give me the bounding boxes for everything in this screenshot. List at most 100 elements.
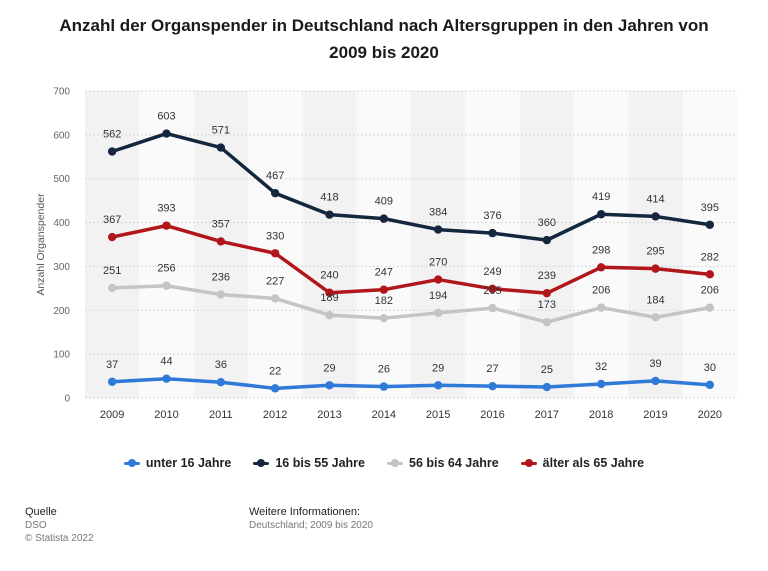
data-label: 32 bbox=[595, 361, 607, 373]
chart-title: Anzahl der Organspender in Deutschland n… bbox=[59, 16, 709, 62]
info-block: Weitere Informationen: Deutschland; 2009… bbox=[249, 506, 373, 532]
data-point bbox=[651, 264, 660, 273]
y-axis-label: Anzahl Organspender bbox=[35, 193, 47, 296]
data-label: 189 bbox=[320, 292, 338, 304]
data-label: 251 bbox=[103, 265, 121, 277]
data-point bbox=[162, 281, 171, 290]
data-point bbox=[379, 382, 389, 391]
legend-label: älter als 65 Jahre bbox=[542, 456, 645, 470]
data-labels: 37 44 36 22 29 26 29 27 25 32 39 30 562 603 571 467 418 4… bbox=[103, 111, 719, 378]
data-point bbox=[379, 214, 389, 223]
y-tick-label: 600 bbox=[53, 130, 70, 141]
column-band bbox=[248, 91, 303, 398]
copyright: © Statista 2022 bbox=[25, 533, 94, 544]
data-label: 227 bbox=[266, 275, 284, 287]
legend-label: 16 bis 55 Jahre bbox=[275, 456, 365, 470]
data-label: 30 bbox=[704, 362, 716, 374]
y-tick-label: 200 bbox=[53, 306, 70, 317]
legend-swatch bbox=[387, 459, 403, 467]
data-point bbox=[162, 374, 171, 383]
x-tick-label: 2019 bbox=[643, 409, 667, 421]
data-point bbox=[270, 188, 280, 198]
column-band bbox=[139, 91, 194, 398]
data-point bbox=[488, 284, 497, 293]
data-label: 367 bbox=[103, 214, 121, 226]
x-tick-label: 2010 bbox=[154, 409, 178, 421]
data-label: 360 bbox=[538, 217, 556, 229]
legend-item[interactable]: 56 bis 64 Jahre bbox=[387, 456, 499, 470]
legend-swatch bbox=[520, 459, 537, 467]
y-tick-label: 300 bbox=[53, 262, 70, 273]
data-point bbox=[542, 288, 552, 298]
data-point bbox=[270, 294, 280, 303]
series-lines bbox=[110, 131, 712, 391]
data-point bbox=[433, 381, 443, 390]
data-label: 270 bbox=[429, 257, 447, 269]
column-band bbox=[574, 91, 629, 398]
data-label: 249 bbox=[483, 266, 501, 278]
data-point bbox=[325, 210, 334, 219]
data-label: 418 bbox=[320, 192, 338, 204]
data-label: 236 bbox=[212, 271, 230, 283]
data-point bbox=[216, 378, 226, 387]
data-label: 239 bbox=[538, 270, 556, 282]
data-label: 29 bbox=[323, 362, 335, 374]
data-label: 182 bbox=[375, 295, 393, 307]
data-point bbox=[270, 384, 280, 393]
data-label: 22 bbox=[269, 365, 281, 377]
data-point bbox=[488, 303, 497, 313]
data-label: 419 bbox=[592, 191, 610, 203]
series-line bbox=[110, 283, 712, 324]
data-point bbox=[705, 220, 715, 229]
legend-swatch bbox=[123, 459, 140, 467]
x-tick-label: 2017 bbox=[535, 409, 559, 421]
data-label: 571 bbox=[212, 125, 230, 137]
data-label: 184 bbox=[646, 294, 664, 306]
column-band bbox=[465, 91, 520, 398]
data-point bbox=[596, 303, 606, 312]
column-band bbox=[302, 91, 357, 398]
legend: unter 16 Jahre 16 bis 55 Jahre 56 bis 64 J… bbox=[0, 456, 768, 470]
data-label: 240 bbox=[320, 270, 338, 282]
column-band bbox=[356, 91, 411, 398]
data-label: 409 bbox=[375, 196, 393, 208]
legend-item[interactable]: 16 bis 55 Jahre bbox=[253, 456, 365, 470]
data-point bbox=[325, 310, 334, 320]
data-point bbox=[107, 232, 117, 242]
data-point bbox=[651, 313, 660, 322]
data-point bbox=[433, 308, 443, 318]
data-point bbox=[270, 249, 280, 258]
data-label: 173 bbox=[538, 299, 556, 311]
data-label: 26 bbox=[378, 364, 390, 376]
data-label: 256 bbox=[157, 263, 175, 275]
x-tick-label: 2015 bbox=[426, 409, 450, 421]
column-band bbox=[411, 91, 466, 398]
y-axis-ticks: 0 100 200 300 400 500 600 700 bbox=[53, 87, 70, 405]
info-heading: Weitere Informationen: bbox=[249, 506, 361, 518]
data-point bbox=[542, 317, 552, 327]
data-point bbox=[216, 237, 226, 246]
data-point bbox=[705, 380, 715, 390]
data-point bbox=[488, 381, 497, 391]
legend-label: 56 bis 64 Jahre bbox=[409, 456, 499, 470]
legend-item[interactable]: älter als 65 Jahre bbox=[520, 456, 645, 470]
data-label: 206 bbox=[701, 285, 719, 297]
data-label: 330 bbox=[266, 230, 284, 242]
data-label: 206 bbox=[592, 285, 610, 297]
y-tick-label: 0 bbox=[64, 394, 70, 405]
y-tick-label: 100 bbox=[53, 350, 70, 361]
data-point bbox=[651, 376, 660, 386]
source-heading: Quelle bbox=[25, 506, 57, 518]
y-axis-label-group: Anzahl Organspender bbox=[35, 193, 47, 296]
data-label: 282 bbox=[701, 251, 719, 263]
data-point bbox=[433, 225, 443, 234]
data-label: 603 bbox=[157, 111, 175, 123]
legend-item[interactable]: unter 16 Jahre bbox=[123, 456, 231, 470]
data-point bbox=[596, 379, 606, 389]
data-label: 29 bbox=[432, 362, 444, 374]
data-point bbox=[379, 313, 389, 323]
data-label: 37 bbox=[106, 359, 118, 371]
data-label: 27 bbox=[486, 363, 498, 375]
data-label: 414 bbox=[646, 193, 664, 205]
